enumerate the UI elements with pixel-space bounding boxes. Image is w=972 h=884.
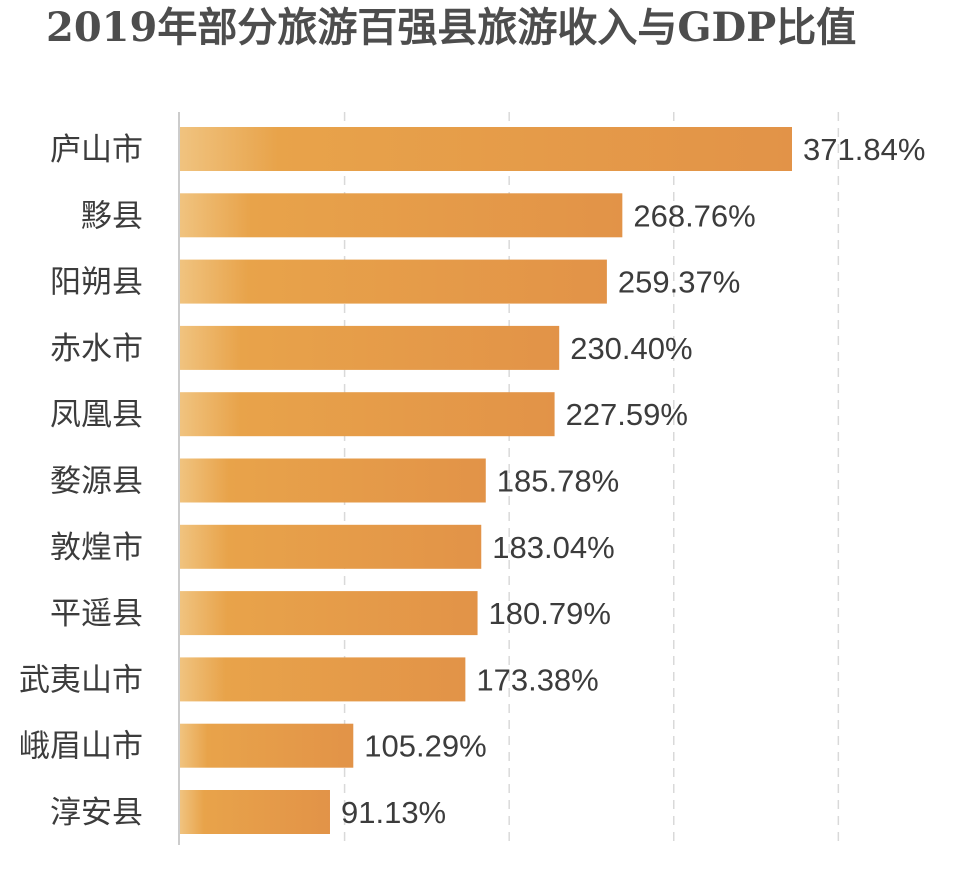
value-label-8: 180.79% bbox=[489, 596, 611, 631]
value-label-6: 185.78% bbox=[497, 464, 619, 499]
category-label-7: 敦煌市 bbox=[50, 530, 143, 566]
bar-5 bbox=[180, 392, 555, 437]
chart-title: 2019年部分旅游百强县旅游收入与GDP比值 bbox=[46, 4, 857, 51]
category-label-11: 淳安县 bbox=[50, 795, 143, 831]
value-label-1: 371.84% bbox=[803, 132, 925, 167]
value-label-10: 105.29% bbox=[364, 729, 486, 764]
category-label-4: 赤水市 bbox=[50, 331, 143, 367]
category-label-1: 庐山市 bbox=[50, 132, 143, 168]
category-label-9: 武夷山市 bbox=[19, 662, 143, 698]
bar-4 bbox=[180, 325, 560, 370]
bar-6 bbox=[180, 458, 486, 503]
bar-7 bbox=[180, 524, 482, 569]
bar-9 bbox=[180, 657, 466, 702]
value-label-9: 173.38% bbox=[476, 662, 598, 697]
category-label-6: 婺源县 bbox=[50, 464, 143, 500]
grid-lines bbox=[178, 112, 840, 845]
value-label-4: 230.40% bbox=[570, 331, 692, 366]
bar-3 bbox=[180, 259, 607, 304]
bar-8 bbox=[180, 591, 478, 636]
category-label-10: 峨眉山市 bbox=[19, 729, 143, 765]
value-label-3: 259.37% bbox=[618, 265, 740, 300]
bar-11 bbox=[180, 790, 330, 834]
value-label-5: 227.59% bbox=[566, 397, 688, 432]
category-label-2: 黟县 bbox=[81, 198, 143, 234]
bar-10 bbox=[180, 723, 354, 768]
bar-1 bbox=[180, 127, 792, 171]
category-label-5: 凤凰县 bbox=[50, 397, 143, 433]
value-label-2: 268.76% bbox=[633, 198, 755, 233]
bar-2 bbox=[180, 193, 623, 238]
bars bbox=[180, 127, 792, 834]
category-label-3: 阳朔县 bbox=[50, 265, 143, 301]
category-label-8: 平遥县 bbox=[50, 596, 143, 632]
value-label-7: 183.04% bbox=[492, 530, 614, 565]
value-label-11: 91.13% bbox=[341, 795, 446, 830]
labels: 庐山市 371.84% 黟县 268.76% 阳朔县 259.37% 赤水市 230.40% 凤… bbox=[19, 132, 925, 831]
